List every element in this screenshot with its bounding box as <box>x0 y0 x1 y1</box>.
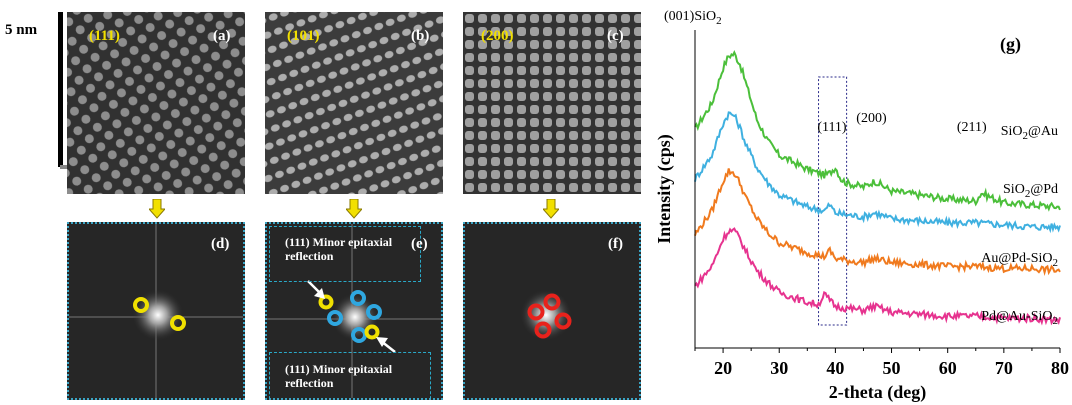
series-label: SiO2@Pd <box>1003 182 1058 200</box>
scale-bar-label: 5 nm <box>5 22 38 38</box>
panel-label-e: (e) <box>411 236 428 252</box>
panel-label-g: (g) <box>1000 34 1021 55</box>
peak-label: (001)SiO2 <box>664 9 722 27</box>
scale-bar <box>58 12 63 167</box>
miller-index-b: (101) <box>287 28 320 44</box>
pointer-arrow-icon <box>376 337 396 353</box>
x-tick-label: 60 <box>939 358 957 378</box>
diffraction-spot-ring <box>543 293 561 311</box>
peak-label: (200) <box>856 111 887 126</box>
annotation-top: (111) Minor epitaxial reflection <box>285 235 393 263</box>
panel-label-b: (b) <box>411 28 430 44</box>
diffraction-spot-ring <box>327 310 343 326</box>
series-line-1 <box>694 49 1061 212</box>
diffraction-spot-ring <box>318 294 334 310</box>
xrd-chart: 20 30 40 50 60 70 80 2-theta (deg) Intensity (cp… <box>654 9 1069 403</box>
y-axis-label: Intensity (cps) <box>654 134 675 244</box>
annotation-bottom: (111) Minor epitaxial reflection <box>285 362 393 390</box>
panel-label-a: (a) <box>213 28 231 44</box>
fft-panel-e: (111) Minor epitaxial reflection (111) M… <box>265 222 443 400</box>
x-axis-label: 2-theta (deg) <box>829 382 926 403</box>
diffraction-spot-ring <box>366 304 382 320</box>
series-label: SiO2@Au <box>1001 124 1058 142</box>
fft-panel-d: (d) <box>67 222 245 400</box>
hrtem-panel-c: (200) (c) <box>463 12 641 194</box>
x-tick-label: 80 <box>1051 358 1069 378</box>
annotation-box-top <box>269 226 421 282</box>
fft-panel-f: (f) <box>463 222 641 400</box>
diffraction-spot-ring <box>351 327 367 343</box>
panel-label-d: (d) <box>211 236 230 252</box>
diffraction-spot-ring <box>350 290 366 306</box>
lattice-image-a <box>67 12 245 194</box>
x-tick-label: 70 <box>995 358 1013 378</box>
series-label: Pd@Au-SiO2 <box>981 309 1058 327</box>
hrtem-panel-a: (111) (a) <box>67 12 245 194</box>
panel-label-f: (f) <box>608 236 623 252</box>
hrtem-panel-b: (101) (b) <box>265 12 443 194</box>
lattice-image-b <box>265 12 443 194</box>
series-line-3 <box>694 168 1061 276</box>
fft-pattern-f <box>520 289 572 341</box>
down-arrow-icon <box>149 199 165 219</box>
fft-pattern-d <box>69 224 243 398</box>
miller-index-a: (111) <box>89 28 120 44</box>
diffraction-spot-ring <box>534 321 552 339</box>
highlight-box <box>818 76 848 326</box>
x-tick-label: 30 <box>770 358 788 378</box>
fft-pattern-e <box>267 224 441 398</box>
pointer-arrow-icon <box>307 280 325 299</box>
down-arrow-icon <box>543 199 559 219</box>
panel-label-c: (c) <box>607 28 624 44</box>
annotation-box-bottom <box>269 352 431 398</box>
lattice-image-c <box>463 12 641 194</box>
miller-index-c: (200) <box>481 28 514 44</box>
diffraction-spot-ring <box>133 297 149 313</box>
peak-label: (211) <box>957 120 987 135</box>
series-label: Au@Pd-SiO2 <box>981 251 1058 269</box>
peak-label: (111) <box>817 120 847 135</box>
down-arrow-icon <box>346 199 362 219</box>
scale-bar-tick <box>60 165 67 169</box>
series-line-4 <box>694 227 1061 326</box>
x-tick-label: 40 <box>826 358 844 378</box>
diffraction-spot-ring <box>554 312 572 330</box>
series-line-2 <box>694 111 1061 234</box>
diffraction-spot-ring <box>170 315 186 331</box>
diffraction-spot-ring <box>364 324 380 340</box>
x-tick-label: 50 <box>883 358 901 378</box>
x-tick-label: 20 <box>714 358 732 378</box>
diffraction-spot-ring <box>527 303 545 321</box>
